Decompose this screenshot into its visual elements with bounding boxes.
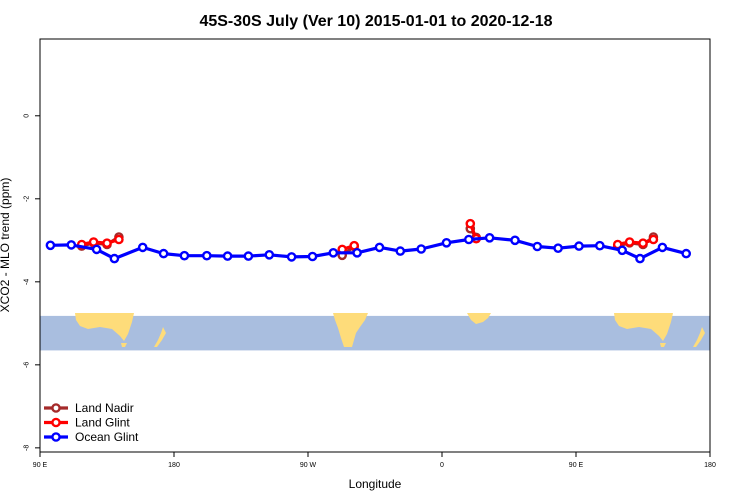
new-zealand-land <box>154 327 166 347</box>
map-band <box>40 313 710 351</box>
data-point <box>264 249 275 260</box>
map-land <box>75 313 705 347</box>
y-tick-label: -6 <box>24 362 31 368</box>
series-line <box>81 237 120 247</box>
data-point <box>88 237 99 247</box>
legend-label: Ocean Glint <box>75 430 139 444</box>
legend-label: Land Glint <box>75 416 130 430</box>
data-point <box>657 242 668 253</box>
y-tick-label: -4 <box>24 279 31 285</box>
legend-swatch-marker <box>51 403 61 413</box>
legend-item: Land Glint <box>44 416 130 430</box>
data-point <box>243 251 254 261</box>
tasmania-land <box>121 343 127 347</box>
series-line <box>617 237 654 247</box>
data-point <box>66 240 77 250</box>
new-zealand-land-2 <box>693 327 705 347</box>
data-point <box>484 232 495 243</box>
x-tick-label: 90 W <box>300 462 317 469</box>
data-point <box>179 250 190 261</box>
africa-land <box>467 313 491 324</box>
legend-swatch-marker <box>51 432 61 442</box>
y-tick-label: -2 <box>24 196 31 202</box>
y-axis: 0 -2 -4 -6 -8 <box>24 114 40 451</box>
data-point <box>201 250 212 261</box>
series-layer <box>45 218 692 264</box>
south-america-land <box>333 313 368 347</box>
australia-land-2 <box>614 313 673 341</box>
legend-label: Land Nadir <box>75 401 134 415</box>
australia-land <box>75 313 134 341</box>
data-point <box>648 234 659 245</box>
data-point <box>624 237 635 247</box>
x-tick-label: 90 E <box>569 462 584 469</box>
data-point <box>635 253 645 264</box>
data-point <box>574 241 584 251</box>
x-tick-label: 0 <box>440 462 444 469</box>
data-point <box>158 248 169 259</box>
legend-swatch-marker <box>51 417 61 428</box>
data-point <box>395 246 406 256</box>
data-point <box>532 241 543 252</box>
y-tick-label: 0 <box>24 114 31 118</box>
data-point <box>681 248 692 259</box>
x-tick-label: 90 E <box>33 462 48 469</box>
data-point <box>465 218 476 229</box>
data-point <box>553 243 563 253</box>
data-point <box>510 235 520 246</box>
legend-item: Ocean Glint <box>44 430 139 444</box>
x-axis-label: Longitude <box>349 477 402 491</box>
y-tick-label: -8 <box>24 445 31 451</box>
data-point <box>595 240 605 251</box>
series-ocean-glint <box>45 232 692 264</box>
data-point <box>638 238 648 248</box>
x-axis: 90 E 180 90 W 0 90 E 180 <box>33 452 716 469</box>
data-point <box>137 242 148 253</box>
x-tick-label: 180 <box>168 462 180 469</box>
y-axis-label: XCO2 - MLO trend (ppm) <box>0 178 12 313</box>
tasmania-land-2 <box>660 343 666 347</box>
data-point <box>352 247 362 258</box>
data-point <box>463 234 474 245</box>
chart-title: 45S-30S July (Ver 10) 2015-01-01 to 2020… <box>199 13 552 30</box>
data-point <box>222 251 233 261</box>
plot-frame <box>39 38 711 453</box>
data-point <box>617 245 628 256</box>
data-point <box>91 244 102 255</box>
data-point <box>114 234 124 245</box>
legend-item: Land Nadir <box>44 401 134 415</box>
data-point <box>307 251 318 262</box>
x-tick-label: 180 <box>704 462 716 469</box>
data-point <box>441 237 452 248</box>
data-point <box>286 252 297 262</box>
data-point <box>102 238 112 248</box>
data-point <box>45 240 56 251</box>
data-point <box>416 244 427 254</box>
map-ocean <box>40 315 710 351</box>
data-point <box>109 253 120 264</box>
data-point <box>328 247 339 258</box>
data-point <box>374 242 385 253</box>
